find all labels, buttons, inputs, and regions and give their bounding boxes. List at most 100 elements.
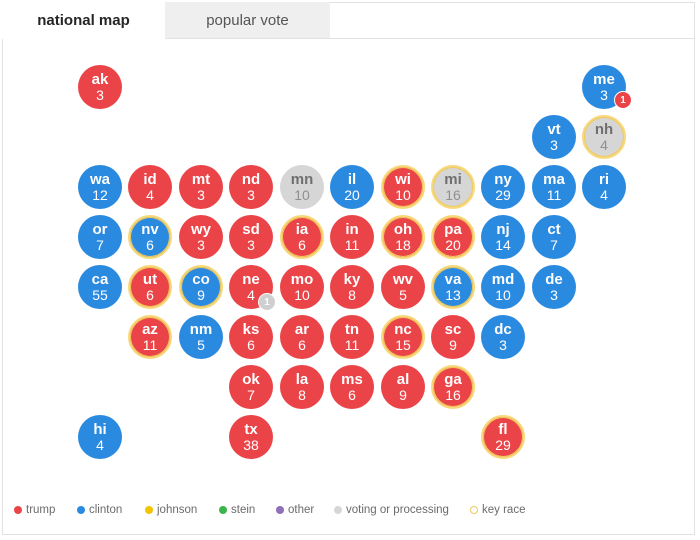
state-fl[interactable]: fl 29 — [481, 415, 525, 459]
state-wi[interactable]: wi 10 — [381, 165, 425, 209]
electoral-votes: 4 — [96, 437, 104, 453]
state-la[interactable]: la 8 — [280, 365, 324, 409]
state-wa[interactable]: wa 12 — [78, 165, 122, 209]
split-vote-badge-me: 1 — [614, 91, 632, 109]
state-abbr: co — [192, 271, 210, 288]
state-ks[interactable]: ks 6 — [229, 315, 273, 359]
state-abbr: sc — [444, 321, 462, 338]
state-ia[interactable]: ia 6 — [280, 215, 324, 259]
state-abbr: tx — [244, 421, 258, 438]
state-wv[interactable]: wv 5 — [381, 265, 425, 309]
electoral-votes: 9 — [449, 337, 457, 353]
legend-label: clinton — [89, 504, 123, 516]
electoral-votes: 12 — [92, 187, 108, 203]
state-va[interactable]: va 13 — [431, 265, 475, 309]
state-ak[interactable]: ak 3 — [78, 65, 122, 109]
electoral-votes: 3 — [197, 187, 205, 203]
tab-divider — [328, 38, 695, 39]
state-abbr: nc — [394, 321, 412, 338]
state-in[interactable]: in 11 — [330, 215, 374, 259]
state-vt[interactable]: vt 3 — [532, 115, 576, 159]
state-abbr: nv — [141, 221, 159, 238]
electoral-votes: 8 — [298, 387, 306, 403]
electoral-votes: 3 — [197, 237, 205, 253]
state-ct[interactable]: ct 7 — [532, 215, 576, 259]
state-nc[interactable]: nc 15 — [381, 315, 425, 359]
state-oh[interactable]: oh 18 — [381, 215, 425, 259]
state-az[interactable]: az 11 — [128, 315, 172, 359]
legend-label: johnson — [157, 504, 198, 516]
state-mn[interactable]: mn 10 — [280, 165, 324, 209]
tab-national-map[interactable]: national map — [2, 2, 165, 39]
state-abbr: wy — [190, 221, 211, 238]
state-ca[interactable]: ca 55 — [78, 265, 122, 309]
electoral-votes: 7 — [247, 387, 255, 403]
state-ny[interactable]: ny 29 — [481, 165, 525, 209]
state-ms[interactable]: ms 6 — [330, 365, 374, 409]
state-nd[interactable]: nd 3 — [229, 165, 273, 209]
split-vote-badge-ne: 1 — [258, 293, 276, 311]
state-ky[interactable]: ky 8 — [330, 265, 374, 309]
state-tx[interactable]: tx 38 — [229, 415, 273, 459]
legend-swatch-icon — [470, 506, 478, 514]
state-al[interactable]: al 9 — [381, 365, 425, 409]
state-wy[interactable]: wy 3 — [179, 215, 223, 259]
electoral-votes: 9 — [197, 287, 205, 303]
state-mi[interactable]: mi 16 — [431, 165, 475, 209]
state-or[interactable]: or 7 — [78, 215, 122, 259]
state-dc[interactable]: dc 3 — [481, 315, 525, 359]
state-abbr: ne — [242, 271, 260, 288]
legend-swatch-icon — [334, 506, 342, 514]
state-abbr: mn — [290, 171, 314, 188]
state-de[interactable]: de 3 — [532, 265, 576, 309]
tab-popular-vote[interactable]: popular vote — [165, 2, 330, 39]
state-mo[interactable]: mo 10 — [280, 265, 324, 309]
state-abbr: ny — [494, 171, 512, 188]
electoral-votes: 3 — [600, 87, 608, 103]
state-ok[interactable]: ok 7 — [229, 365, 273, 409]
state-ri[interactable]: ri 4 — [582, 165, 626, 209]
electoral-votes: 6 — [298, 237, 306, 253]
state-ut[interactable]: ut 6 — [128, 265, 172, 309]
state-ar[interactable]: ar 6 — [280, 315, 324, 359]
legend-swatch-icon — [145, 506, 153, 514]
electoral-votes: 38 — [243, 437, 259, 453]
state-abbr: az — [142, 321, 158, 338]
state-abbr: wa — [89, 171, 110, 188]
state-ma[interactable]: ma 11 — [532, 165, 576, 209]
legend-label: voting or processing — [346, 504, 449, 516]
electoral-votes: 11 — [344, 237, 360, 253]
state-tn[interactable]: tn 11 — [330, 315, 374, 359]
state-abbr: va — [444, 271, 462, 288]
state-sd[interactable]: sd 3 — [229, 215, 273, 259]
state-abbr: vt — [547, 121, 561, 138]
state-abbr: ga — [444, 371, 462, 388]
state-co[interactable]: co 9 — [179, 265, 223, 309]
state-md[interactable]: md 10 — [481, 265, 525, 309]
state-nv[interactable]: nv 6 — [128, 215, 172, 259]
state-pa[interactable]: pa 20 — [431, 215, 475, 259]
state-ne[interactable]: ne 4 — [229, 265, 273, 309]
electoral-votes: 5 — [197, 337, 205, 353]
electoral-votes: 3 — [96, 87, 104, 103]
state-nh[interactable]: nh 4 — [582, 115, 626, 159]
electoral-votes: 29 — [495, 437, 511, 453]
state-sc[interactable]: sc 9 — [431, 315, 475, 359]
state-id[interactable]: id 4 — [128, 165, 172, 209]
state-abbr: in — [345, 221, 359, 238]
state-abbr: mo — [290, 271, 314, 288]
state-abbr: al — [396, 371, 410, 388]
electoral-votes: 20 — [445, 237, 461, 253]
state-ga[interactable]: ga 16 — [431, 365, 475, 409]
electoral-votes: 16 — [445, 387, 461, 403]
state-nm[interactable]: nm 5 — [179, 315, 223, 359]
electoral-votes: 15 — [395, 337, 411, 353]
state-abbr: tn — [344, 321, 360, 338]
state-nj[interactable]: nj 14 — [481, 215, 525, 259]
state-abbr: nh — [594, 121, 614, 138]
electoral-votes: 6 — [348, 387, 356, 403]
state-hi[interactable]: hi 4 — [78, 415, 122, 459]
state-mt[interactable]: mt 3 — [179, 165, 223, 209]
state-me[interactable]: me 3 — [582, 65, 626, 109]
state-il[interactable]: il 20 — [330, 165, 374, 209]
